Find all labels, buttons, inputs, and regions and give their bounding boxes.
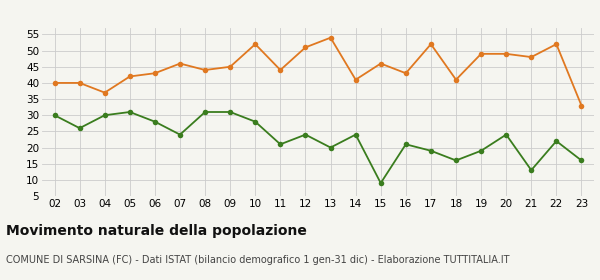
Nascite (76, 127, 83, 130)
Nascite (176, 133, 184, 136)
Decessi (151, 72, 158, 75)
Nascite (202, 110, 209, 114)
Decessi (51, 81, 58, 85)
Nascite (527, 169, 535, 172)
Nascite (402, 143, 409, 146)
Decessi (302, 46, 309, 49)
Decessi (503, 52, 510, 55)
Nascite (251, 120, 259, 123)
Decessi (76, 81, 83, 85)
Nascite (151, 120, 158, 123)
Decessi (553, 43, 560, 46)
Nascite (377, 181, 385, 185)
Decessi (402, 72, 409, 75)
Nascite (352, 133, 359, 136)
Decessi (176, 62, 184, 65)
Decessi (277, 68, 284, 72)
Nascite (302, 133, 309, 136)
Nascite (227, 110, 234, 114)
Decessi (251, 43, 259, 46)
Nascite (553, 139, 560, 143)
Decessi (478, 52, 485, 55)
Text: Movimento naturale della popolazione: Movimento naturale della popolazione (6, 224, 307, 238)
Nascite (51, 114, 58, 117)
Decessi (452, 78, 460, 81)
Nascite (503, 133, 510, 136)
Text: COMUNE DI SARSINA (FC) - Dati ISTAT (bilancio demografico 1 gen-31 dic) - Elabor: COMUNE DI SARSINA (FC) - Dati ISTAT (bil… (6, 255, 509, 265)
Decessi (578, 104, 585, 107)
Nascite (126, 110, 133, 114)
Decessi (377, 62, 385, 65)
Nascite (427, 149, 434, 152)
Nascite (327, 146, 334, 149)
Decessi (202, 68, 209, 72)
Decessi (427, 43, 434, 46)
Line: Nascite: Nascite (52, 109, 584, 186)
Decessi (101, 91, 109, 94)
Decessi (352, 78, 359, 81)
Decessi (527, 55, 535, 59)
Nascite (452, 159, 460, 162)
Decessi (126, 75, 133, 78)
Nascite (101, 114, 109, 117)
Line: Decessi: Decessi (52, 35, 584, 108)
Nascite (277, 143, 284, 146)
Decessi (327, 36, 334, 39)
Decessi (227, 65, 234, 68)
Nascite (478, 149, 485, 152)
Nascite (578, 159, 585, 162)
